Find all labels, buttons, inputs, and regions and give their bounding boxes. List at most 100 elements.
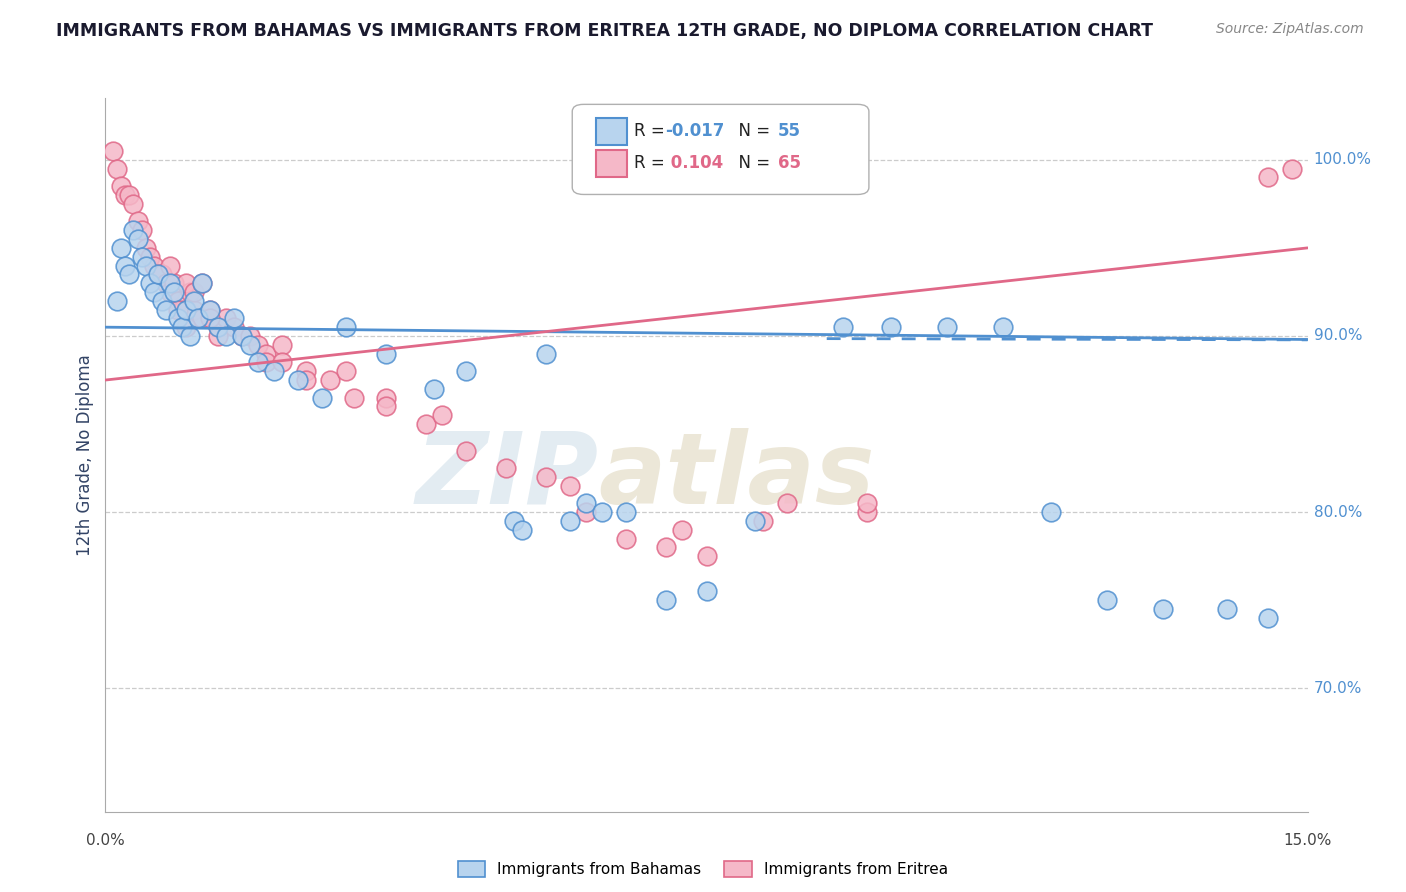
Point: [560, 514, 582, 528]
Point: [162, 285, 184, 299]
Point: [510, 523, 533, 537]
Point: [190, 276, 212, 290]
Point: [142, 259, 165, 273]
Point: [880, 320, 903, 334]
Point: [246, 355, 269, 369]
Point: [146, 268, 169, 282]
Point: [655, 593, 678, 607]
Point: [207, 320, 229, 334]
Point: [575, 505, 598, 519]
Point: [231, 329, 253, 343]
Point: [239, 338, 262, 352]
Point: [1097, 593, 1119, 607]
Point: [122, 197, 145, 211]
Text: IMMIGRANTS FROM BAHAMAS VS IMMIGRANTS FROM ERITREA 12TH GRADE, NO DIPLOMA CORREL: IMMIGRANTS FROM BAHAMAS VS IMMIGRANTS FR…: [56, 22, 1153, 40]
Point: [179, 285, 201, 299]
Point: [138, 250, 160, 264]
Text: N =: N =: [728, 154, 776, 172]
Point: [187, 311, 209, 326]
Text: atlas: atlas: [599, 428, 875, 524]
Point: [174, 302, 197, 317]
Point: [430, 409, 453, 423]
Text: 100.0%: 100.0%: [1313, 153, 1372, 168]
Point: [118, 268, 141, 282]
Point: [110, 241, 132, 255]
Point: [174, 302, 197, 317]
Point: [150, 293, 173, 308]
Point: [183, 293, 205, 308]
Text: 0.0%: 0.0%: [86, 833, 125, 848]
Point: [263, 364, 285, 378]
Point: [155, 276, 177, 290]
Point: [246, 338, 269, 352]
Point: [423, 382, 446, 396]
Point: [103, 144, 125, 158]
Point: [270, 338, 292, 352]
Point: [239, 329, 262, 343]
Point: [1152, 602, 1174, 616]
Text: 70.0%: 70.0%: [1313, 681, 1362, 696]
Text: 15.0%: 15.0%: [1284, 833, 1331, 848]
Point: [335, 364, 357, 378]
Text: 90.0%: 90.0%: [1313, 328, 1362, 343]
Point: [198, 302, 221, 317]
Point: [295, 364, 318, 378]
Point: [776, 496, 799, 510]
Point: [190, 276, 212, 290]
Point: [118, 188, 141, 202]
Point: [207, 329, 229, 343]
Point: [991, 320, 1014, 334]
Point: [374, 400, 396, 414]
Point: [107, 293, 129, 308]
Point: [214, 311, 236, 326]
Point: [575, 496, 598, 510]
Point: [1257, 170, 1279, 185]
Point: [503, 514, 526, 528]
Point: [183, 285, 205, 299]
Point: [166, 311, 188, 326]
Point: [135, 259, 157, 273]
Point: [146, 268, 169, 282]
Y-axis label: 12th Grade, No Diploma: 12th Grade, No Diploma: [76, 354, 94, 556]
Point: [198, 311, 221, 326]
Point: [114, 259, 136, 273]
Point: [1040, 505, 1063, 519]
Point: [222, 320, 245, 334]
Point: [135, 241, 157, 255]
Point: [534, 346, 557, 360]
Point: [855, 505, 877, 519]
Point: [831, 320, 853, 334]
Point: [287, 373, 309, 387]
Point: [131, 250, 153, 264]
Point: [138, 276, 160, 290]
Point: [114, 188, 136, 202]
Text: Source: ZipAtlas.com: Source: ZipAtlas.com: [1216, 22, 1364, 37]
Point: [534, 470, 557, 484]
Point: [254, 346, 277, 360]
Point: [270, 355, 292, 369]
Point: [335, 320, 357, 334]
Point: [616, 532, 638, 546]
Text: 0.104: 0.104: [665, 154, 723, 172]
Point: [616, 505, 638, 519]
Point: [1281, 161, 1303, 176]
Point: [591, 505, 613, 519]
Point: [166, 302, 188, 317]
Point: [319, 373, 342, 387]
Point: [855, 496, 877, 510]
Point: [560, 479, 582, 493]
Point: [162, 276, 184, 290]
Text: 65: 65: [778, 154, 800, 172]
Text: 80.0%: 80.0%: [1313, 505, 1362, 520]
Point: [142, 285, 165, 299]
Point: [254, 355, 277, 369]
Text: R =: R =: [634, 154, 671, 172]
Point: [1216, 602, 1239, 616]
Point: [456, 443, 478, 458]
Point: [231, 329, 253, 343]
Point: [343, 391, 366, 405]
Text: R =: R =: [634, 122, 671, 140]
Point: [936, 320, 959, 334]
Point: [107, 161, 129, 176]
Point: [159, 259, 181, 273]
